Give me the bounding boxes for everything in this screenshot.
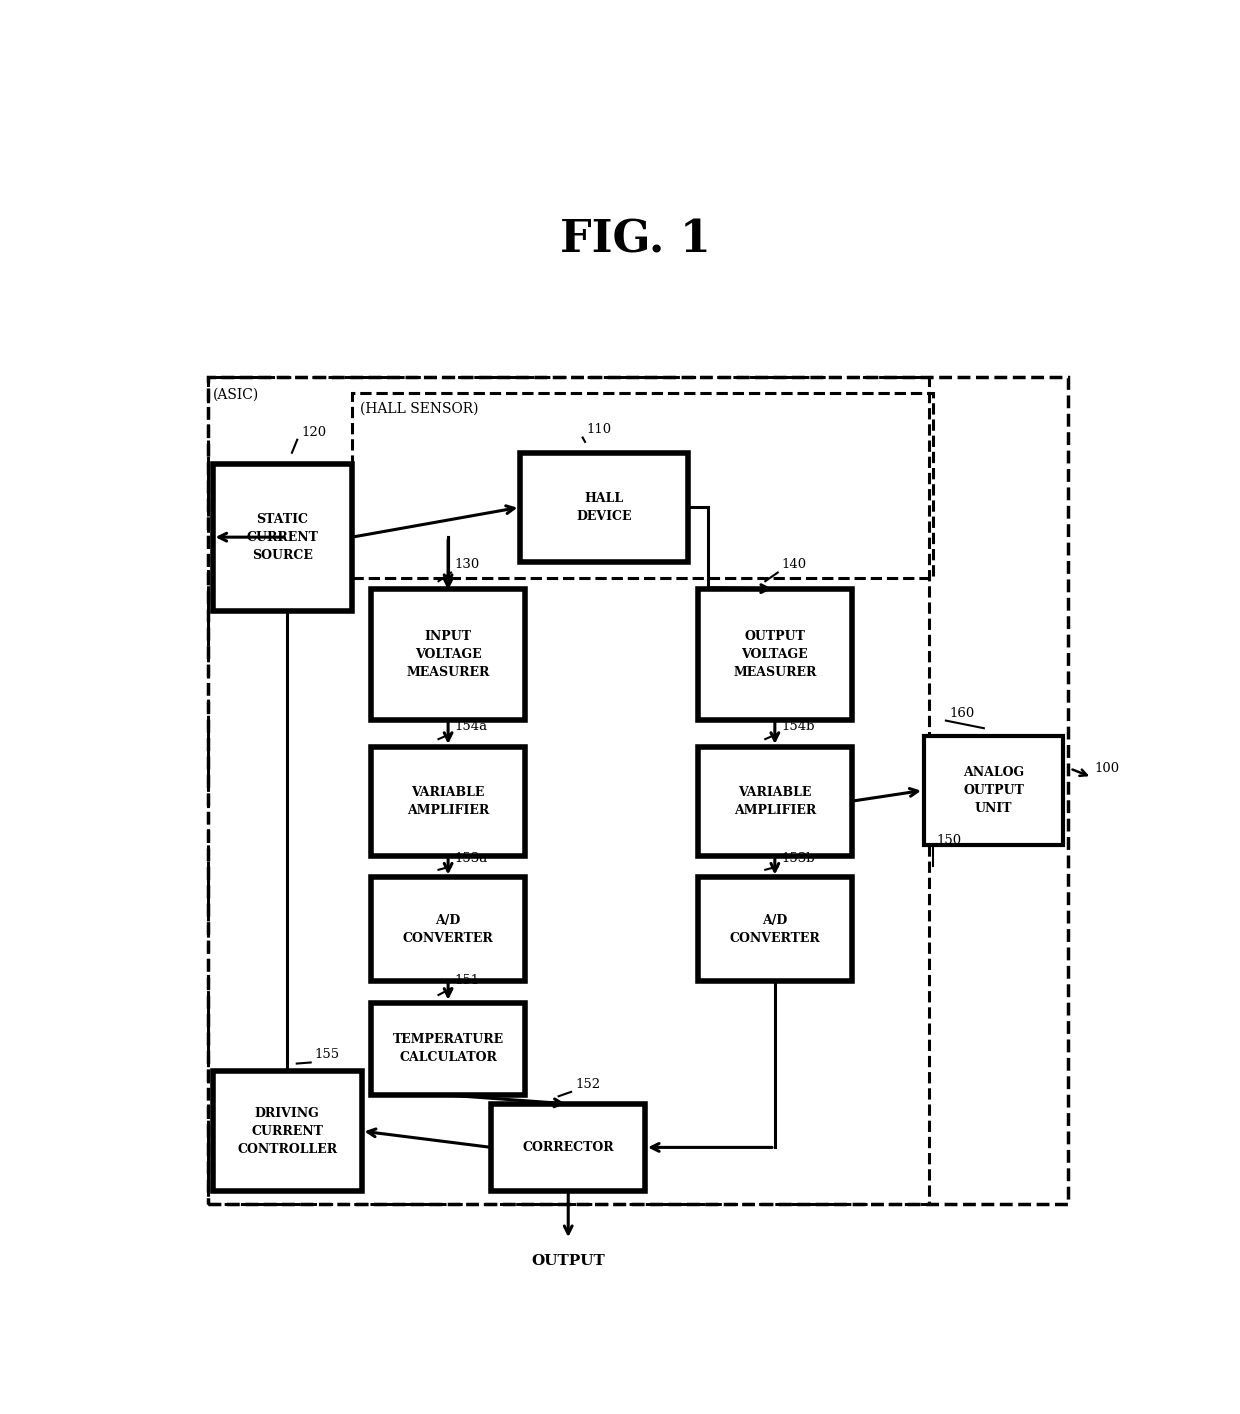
Text: 120: 120 <box>301 426 326 438</box>
Text: 150: 150 <box>936 834 961 847</box>
Bar <box>924 735 1063 844</box>
Text: A/D
CONVERTER: A/D CONVERTER <box>403 913 494 945</box>
Text: 160: 160 <box>950 707 975 720</box>
Text: 154a: 154a <box>455 720 489 732</box>
Bar <box>491 1104 645 1191</box>
Text: OUTPUT: OUTPUT <box>532 1254 605 1268</box>
Text: 100: 100 <box>1095 762 1120 775</box>
Bar <box>213 464 352 611</box>
Bar <box>371 747 525 855</box>
Bar <box>698 588 852 720</box>
Text: ANALOG
OUTPUT
UNIT: ANALOG OUTPUT UNIT <box>963 766 1024 814</box>
Text: HALL
DEVICE: HALL DEVICE <box>577 492 632 523</box>
Bar <box>213 1072 362 1191</box>
Bar <box>352 393 934 578</box>
Text: FIG. 1: FIG. 1 <box>560 219 711 262</box>
Text: (ASIC): (ASIC) <box>213 387 259 402</box>
Text: DRIVING
CURRENT
CONTROLLER: DRIVING CURRENT CONTROLLER <box>237 1107 337 1155</box>
Text: 152: 152 <box>575 1077 600 1090</box>
Text: VARIABLE
AMPLIFIER: VARIABLE AMPLIFIER <box>734 786 816 817</box>
Text: A/D
CONVERTER: A/D CONVERTER <box>729 913 820 945</box>
Bar <box>371 1003 525 1094</box>
Bar <box>698 877 852 981</box>
Text: TEMPERATURE
CALCULATOR: TEMPERATURE CALCULATOR <box>393 1034 503 1065</box>
Text: 153a: 153a <box>455 853 489 865</box>
Text: (HALL SENSOR): (HALL SENSOR) <box>360 402 479 416</box>
Text: 154b: 154b <box>781 720 815 732</box>
Bar <box>698 747 852 855</box>
Bar <box>208 376 929 1205</box>
Text: 155: 155 <box>315 1048 340 1062</box>
Text: INPUT
VOLTAGE
MEASURER: INPUT VOLTAGE MEASURER <box>407 629 490 679</box>
Text: 151: 151 <box>455 974 480 987</box>
Text: VARIABLE
AMPLIFIER: VARIABLE AMPLIFIER <box>407 786 490 817</box>
Text: STATIC
CURRENT
SOURCE: STATIC CURRENT SOURCE <box>247 513 319 561</box>
Bar <box>371 588 525 720</box>
Bar <box>521 452 688 561</box>
Text: 153b: 153b <box>781 853 815 865</box>
Text: OUTPUT
VOLTAGE
MEASURER: OUTPUT VOLTAGE MEASURER <box>733 629 816 679</box>
Text: 110: 110 <box>587 423 611 437</box>
Text: CORRECTOR: CORRECTOR <box>522 1141 614 1154</box>
Text: 130: 130 <box>455 559 480 571</box>
Text: 140: 140 <box>781 559 807 571</box>
Bar <box>208 376 1068 1205</box>
Bar <box>371 877 525 981</box>
